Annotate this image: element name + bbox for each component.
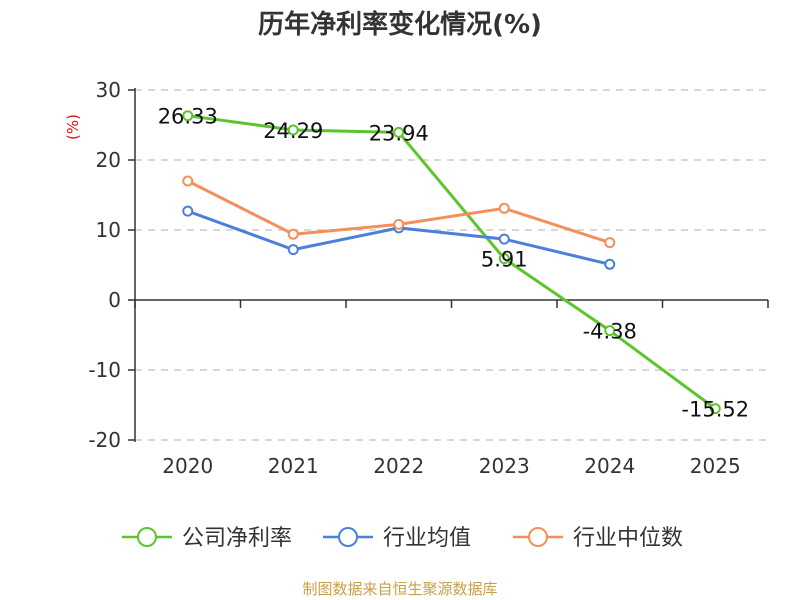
data-label: 23.94 [369,121,429,145]
data-label: 26.33 [158,105,218,129]
data-label: 5.91 [481,248,528,272]
y-tick-label: 20 [96,148,121,172]
series-point-0 [709,403,721,415]
series-line-0 [187,114,717,410]
legend-marker [338,527,358,547]
y-tick-label: 30 [96,78,121,102]
source-note: 制图数据来自恒生聚源数据库 [302,580,498,598]
data-labels: 26.33 24.29 23.94 5.91 -4.38 -15.52 [158,105,749,422]
series-point-1 [498,233,510,245]
x-tick-label: 2025 [690,454,741,478]
x-tick-label: 2021 [268,454,319,478]
legend-label: 行业均值 [383,526,471,551]
series-point-1 [182,205,194,217]
y-tick-label: -10 [88,358,121,382]
data-label: 24.29 [263,119,323,143]
legend-marker [528,527,548,547]
series-point-1 [604,258,616,270]
series-point-2 [604,237,616,249]
chart-title: 历年净利率变化情况(%) [258,10,542,40]
y-axis-unit: (%) [64,114,82,140]
series-point-2 [287,228,299,240]
series-point-2 [498,202,510,214]
legend-item-0[interactable]: 公司净利率 [122,526,292,551]
data-label: -15.52 [681,398,749,422]
y-tick-label: -20 [88,428,121,452]
x-tick-label: 2022 [373,454,424,478]
x-tick-label: 2020 [162,454,213,478]
legend-marker [137,527,157,547]
y-tick-label: 10 [96,218,121,242]
series-point-0 [393,126,405,138]
series-point-0 [604,325,616,337]
series-point-0 [498,253,510,265]
data-label: -4.38 [583,320,637,344]
series-layer [182,110,721,415]
x-tick-label: 2024 [584,454,635,478]
x-tick-label: 2023 [479,454,530,478]
series-point-0 [287,124,299,136]
series-point-1 [287,244,299,256]
legend-label: 行业中位数 [573,526,683,551]
y-tick-label: 0 [108,288,121,312]
legend-label: 公司净利率 [182,526,292,551]
legend-item-2[interactable]: 行业中位数 [513,526,683,551]
series-point-0 [182,110,194,122]
axes: 30 20 10 0 -10 -20 2020 2021 2022 2023 2024 2025 (%) [64,78,769,478]
legend-item-1[interactable]: 行业均值 [323,526,471,551]
grid-lines [135,89,768,441]
series-point-2 [393,218,405,230]
series-point-2 [182,175,194,187]
legend[interactable]: 公司净利率 行业均值 行业中位数 [122,526,683,551]
